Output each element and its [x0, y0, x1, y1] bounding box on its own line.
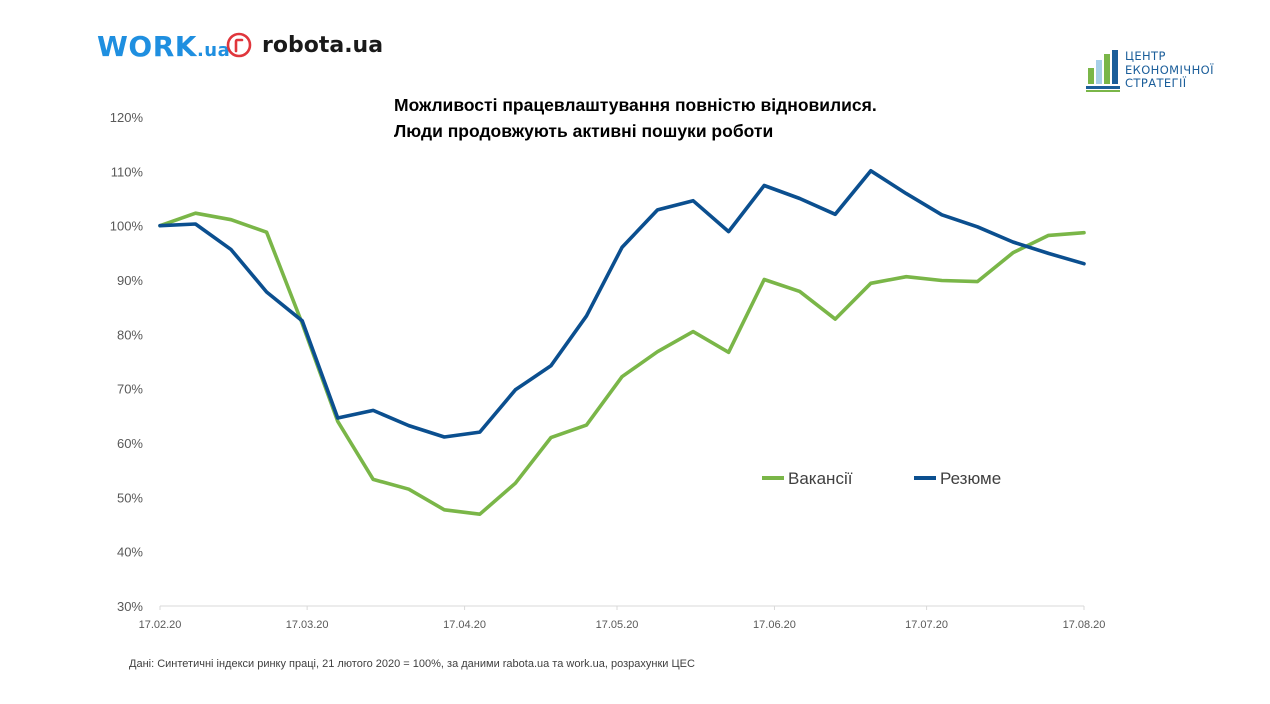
x-tick-label: 17.06.20: [753, 619, 796, 631]
y-tick-label: 40%: [117, 545, 143, 560]
robota-logo-icon: [226, 32, 252, 58]
chart-title-line: Можливості працевлаштування повністю від…: [394, 95, 877, 115]
x-tick-label: 17.07.20: [905, 619, 948, 631]
y-tick-label: 90%: [117, 273, 143, 288]
ces-logo-line: СТРАТЕГІЇ: [1125, 76, 1187, 90]
legend-label-vacancies: Вакансії: [788, 469, 853, 488]
chart-title: Можливості працевлаштування повністю від…: [394, 92, 877, 144]
work-ua-logo: WORK.ua: [97, 30, 230, 63]
y-tick-label: 60%: [117, 436, 143, 451]
robota-logo-text: robota.ua: [262, 32, 384, 58]
ces-bars-icon: [1086, 50, 1120, 92]
work-ua-logo-suffix: .ua: [196, 40, 231, 61]
y-tick-label: 110%: [111, 164, 144, 179]
y-tick-label: 80%: [117, 327, 143, 342]
legend-label-resumes: Резюме: [940, 469, 1001, 488]
x-tick-label: 17.04.20: [443, 619, 486, 631]
source-note: Дані: Синтетичні індекси ринку праці, 21…: [129, 658, 695, 670]
x-tick-label: 17.02.20: [139, 619, 182, 631]
series-line-resumes: [158, 169, 1086, 439]
chart-title-line: Люди продовжують активні пошуки роботи: [394, 121, 774, 141]
y-tick-label: 100%: [110, 219, 144, 234]
y-tick-label: 30%: [117, 599, 143, 614]
work-ua-logo-main: WORK: [97, 30, 197, 63]
y-tick-label: 120%: [110, 110, 144, 125]
x-tick-label: 17.08.20: [1063, 619, 1106, 631]
y-tick-label: 70%: [117, 382, 143, 397]
x-tick-label: 17.05.20: [596, 619, 639, 631]
ces-logo: ЦЕНТР ЕКОНОМІЧНОЇ СТРАТЕГІЇ: [1086, 49, 1214, 94]
robota-ua-logo: robota.ua: [226, 32, 383, 58]
ces-logo-text: ЦЕНТР ЕКОНОМІЧНОЇ СТРАТЕГІЇ: [1125, 49, 1214, 91]
x-tick-label: 17.03.20: [286, 619, 329, 631]
ces-logo-line: ЕКОНОМІЧНОЇ: [1125, 62, 1214, 77]
ces-logo-line: ЦЕНТР: [1125, 49, 1166, 63]
y-tick-label: 50%: [117, 490, 143, 505]
